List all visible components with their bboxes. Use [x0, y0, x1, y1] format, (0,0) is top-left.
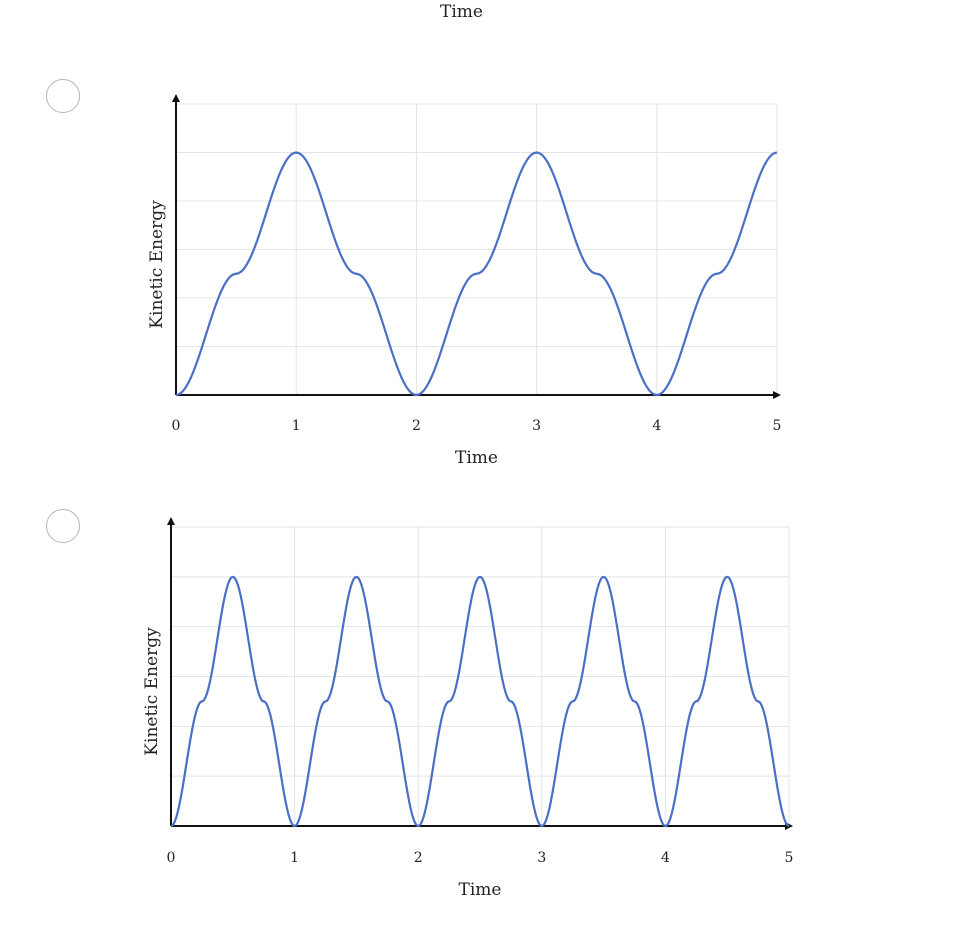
x-tick-label: 0	[172, 418, 181, 434]
series-line	[175, 151, 778, 397]
x-axis-title: Time	[459, 880, 502, 900]
x-axis-title: Time	[455, 448, 498, 468]
x-tick-label: 5	[785, 850, 794, 866]
x-tick-label: 3	[532, 418, 541, 434]
y-axis-arrow	[167, 517, 175, 525]
x-tick-label: 1	[292, 418, 301, 434]
x-tick-label: 2	[412, 418, 421, 434]
radio-button-option-1[interactable]	[46, 79, 80, 113]
y-axis-title: Kinetic Energy	[142, 627, 162, 756]
kinetic-energy-chart-1: 0 1 2 3 4 5 Time Kinetic Energy	[147, 94, 782, 468]
x-tick-label: 2	[414, 850, 423, 866]
top-axis-label: Time	[440, 2, 483, 22]
x-tick-label: 3	[537, 850, 546, 866]
x-tick-label: 0	[167, 850, 176, 866]
y-axis-arrow	[172, 94, 180, 102]
series-line	[170, 575, 790, 828]
y-axis-title: Kinetic Energy	[147, 200, 167, 329]
grid	[170, 526, 790, 827]
x-tick-label: 1	[290, 850, 299, 866]
x-tick-label: 4	[661, 850, 670, 866]
radio-button-option-2[interactable]	[46, 509, 80, 543]
x-tick-label: 5	[773, 418, 782, 434]
x-tick-label: 4	[652, 418, 661, 434]
x-axis-arrow	[773, 391, 781, 399]
